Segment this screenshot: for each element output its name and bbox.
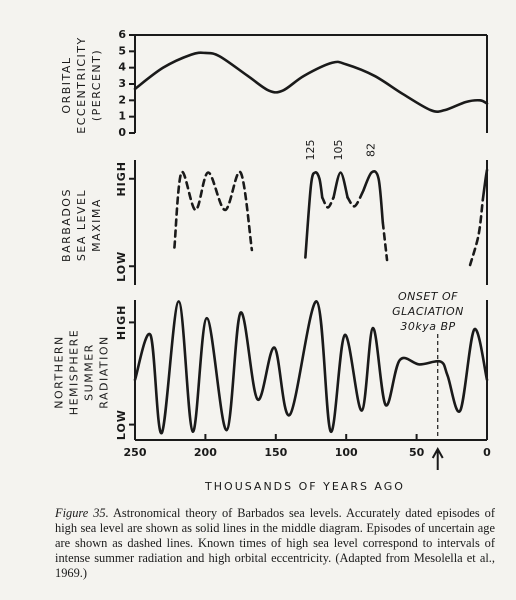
caption-text: Astronomical theory of Barbados sea leve… <box>55 506 495 580</box>
caption-label: Figure 35. <box>55 506 109 520</box>
y-axis-label: ORBITAL <box>60 56 73 113</box>
y-axis-label: BARBADOS <box>60 188 73 262</box>
x-tick-label: 50 <box>409 446 425 459</box>
y-axis-label: NORTHERN <box>53 335 66 409</box>
data-line <box>346 189 365 208</box>
y-tick-label: 6 <box>118 28 126 41</box>
data-line <box>173 170 254 252</box>
y-tick-label: 0 <box>118 126 126 139</box>
annotation-text: GLACIATION <box>392 305 464 318</box>
y-tick-label: 3 <box>118 77 126 90</box>
y-axis-label: SEA LEVEL <box>75 189 88 261</box>
peak-label: 125 <box>304 140 317 161</box>
y-axis-label: RADIATION <box>98 335 111 408</box>
peak-label: 105 <box>332 140 345 161</box>
data-line <box>361 170 385 224</box>
y-tick-label: 2 <box>118 93 126 106</box>
x-tick-label: 100 <box>335 446 358 459</box>
data-line <box>304 171 324 259</box>
data-line <box>332 171 349 199</box>
chart: 0 1 2 3 4 5 6 ORBITAL ECCENTRICITY (PERCENT) LOW HI… <box>53 28 492 493</box>
y-tick-label: HIGH <box>115 161 128 197</box>
data-line <box>481 168 489 202</box>
data-line <box>320 196 335 209</box>
y-tick-label: 4 <box>118 61 126 74</box>
data-line <box>468 198 485 267</box>
y-tick-label: LOW <box>115 409 128 440</box>
annotation-arrow <box>431 446 444 470</box>
data-line <box>381 221 389 262</box>
annotation-text: ONSET OF <box>398 290 458 303</box>
peak-label: 82 <box>365 143 378 157</box>
y-axis-label: ECCENTRICITY <box>75 36 88 133</box>
y-tick-label: 1 <box>118 110 126 123</box>
y-tick-label: HIGH <box>115 305 128 341</box>
y-tick-label: 5 <box>118 44 126 57</box>
annotation-text: 30kya BP <box>400 320 455 333</box>
x-tick-label: 150 <box>264 446 287 459</box>
y-axis-label: HEMISPHERE <box>68 329 81 415</box>
x-tick-label: 0 <box>483 446 491 459</box>
data-line <box>133 300 489 435</box>
x-axis-label: THOUSANDS OF YEARS AGO <box>204 480 405 493</box>
y-axis-label: SUMMER <box>83 343 96 401</box>
y-axis-label: (PERCENT) <box>90 49 103 121</box>
data-line <box>133 51 489 113</box>
x-tick-label: 250 <box>124 446 147 459</box>
y-axis-label: MAXIMA <box>90 198 103 252</box>
caption: Figure 35. Astronomical theory of Barbad… <box>55 506 495 581</box>
y-tick-label: LOW <box>115 251 128 282</box>
x-tick-label: 200 <box>194 446 217 459</box>
